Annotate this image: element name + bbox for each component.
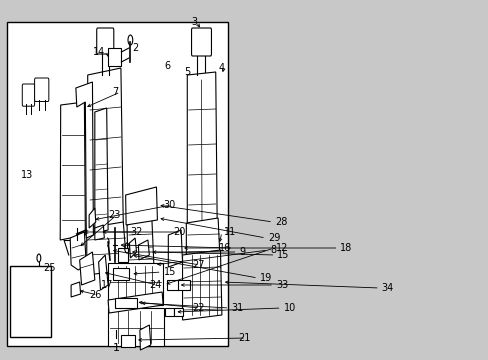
- Text: 27: 27: [192, 260, 204, 270]
- Polygon shape: [86, 222, 127, 275]
- Text: 22: 22: [192, 303, 204, 313]
- Polygon shape: [71, 282, 81, 297]
- Polygon shape: [129, 238, 136, 258]
- Polygon shape: [187, 72, 217, 225]
- Text: 7: 7: [112, 87, 118, 97]
- Text: 15: 15: [277, 250, 289, 260]
- Text: 12: 12: [275, 243, 288, 253]
- Text: 14: 14: [93, 47, 105, 57]
- Bar: [178, 280, 189, 290]
- FancyBboxPatch shape: [191, 28, 211, 56]
- Text: 10: 10: [283, 303, 295, 313]
- Text: 5: 5: [184, 67, 190, 77]
- Text: 9: 9: [239, 247, 245, 257]
- Text: 19: 19: [259, 273, 271, 283]
- Text: 30: 30: [163, 200, 176, 210]
- FancyBboxPatch shape: [97, 28, 114, 54]
- Bar: [113, 268, 129, 280]
- Text: 3: 3: [191, 17, 197, 27]
- Text: 33: 33: [275, 280, 287, 290]
- Bar: [174, 308, 183, 316]
- Text: 20: 20: [173, 227, 185, 237]
- Polygon shape: [125, 187, 157, 225]
- Polygon shape: [89, 208, 96, 228]
- Text: 11: 11: [224, 227, 236, 237]
- Text: 6: 6: [164, 61, 170, 71]
- Polygon shape: [138, 240, 149, 260]
- Bar: [10, 266, 51, 337]
- Text: 2: 2: [132, 43, 138, 53]
- Text: 15: 15: [163, 267, 176, 277]
- Text: 29: 29: [267, 233, 280, 243]
- Bar: [108, 48, 121, 66]
- Text: 31: 31: [231, 303, 243, 313]
- Bar: [117, 248, 128, 262]
- Polygon shape: [70, 232, 86, 270]
- FancyBboxPatch shape: [22, 84, 35, 106]
- Text: 23: 23: [108, 210, 121, 220]
- Polygon shape: [99, 255, 108, 290]
- Polygon shape: [168, 230, 182, 267]
- Text: 4: 4: [219, 63, 224, 73]
- Bar: [121, 335, 135, 347]
- Text: 28: 28: [274, 217, 287, 227]
- Text: 25: 25: [43, 263, 56, 273]
- Bar: [108, 308, 163, 346]
- Polygon shape: [87, 68, 123, 230]
- Polygon shape: [95, 108, 108, 233]
- Bar: [115, 298, 137, 308]
- Polygon shape: [182, 250, 222, 320]
- Polygon shape: [140, 325, 150, 350]
- Text: 26: 26: [89, 290, 102, 300]
- Polygon shape: [108, 292, 163, 313]
- Polygon shape: [60, 102, 85, 240]
- Bar: [164, 308, 173, 316]
- Polygon shape: [127, 215, 154, 272]
- Text: 24: 24: [149, 280, 162, 290]
- Text: 16: 16: [219, 243, 231, 253]
- Text: 32: 32: [130, 227, 142, 237]
- Polygon shape: [95, 225, 104, 240]
- Bar: [108, 263, 163, 305]
- Polygon shape: [76, 82, 93, 238]
- Polygon shape: [80, 252, 95, 285]
- FancyBboxPatch shape: [35, 78, 49, 102]
- Text: 34: 34: [381, 283, 393, 293]
- Text: 8: 8: [270, 245, 276, 255]
- Text: 1: 1: [112, 343, 119, 353]
- Bar: [166, 280, 179, 290]
- Text: 18: 18: [340, 243, 352, 253]
- Text: 13: 13: [21, 170, 34, 180]
- Polygon shape: [186, 218, 220, 272]
- Text: 21: 21: [238, 333, 250, 343]
- Text: 17: 17: [101, 280, 113, 290]
